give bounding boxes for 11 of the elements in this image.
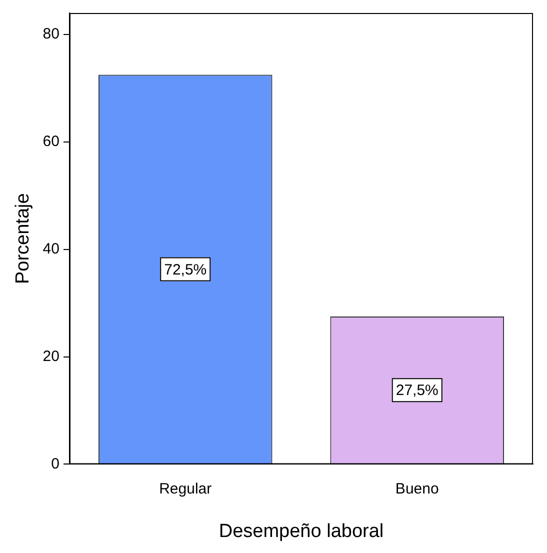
- y-tick-label: 60: [42, 133, 60, 150]
- x-axis-title: Desempeño laboral: [218, 520, 384, 542]
- x-tick-label: Regular: [159, 480, 212, 498]
- data-label: 72,5%: [164, 261, 207, 278]
- y-tick-label: 40: [42, 240, 60, 258]
- y-axis-title: Porcentaje: [12, 193, 34, 284]
- data-label: 27,5%: [396, 382, 438, 400]
- x-tick-label: Bueno: [395, 480, 439, 498]
- y-tick-label: 80: [42, 26, 60, 43]
- y-tick-label: 0: [51, 455, 60, 472]
- y-tick-label: 20: [42, 348, 60, 365]
